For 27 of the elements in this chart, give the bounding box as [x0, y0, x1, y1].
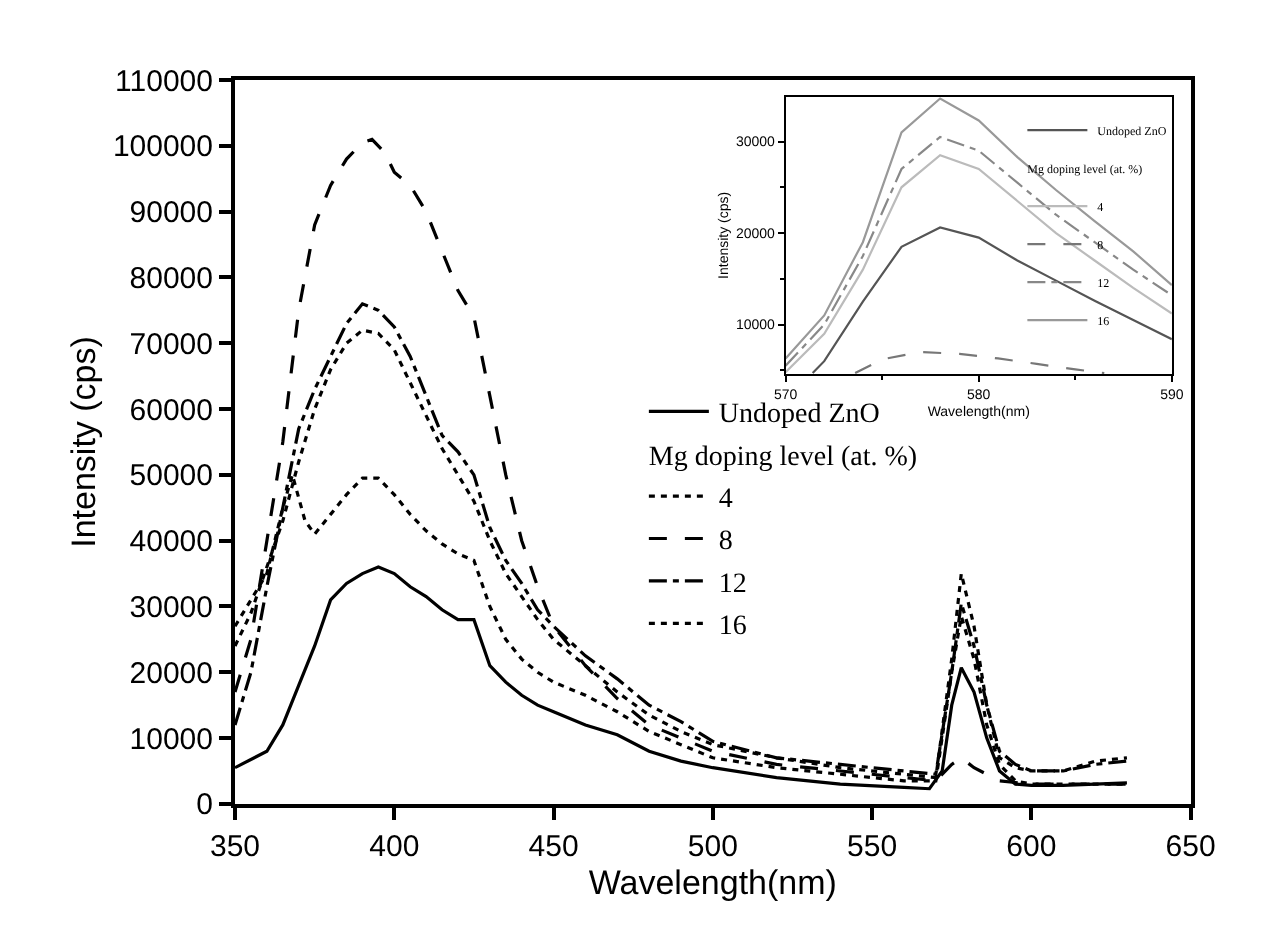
legend-label: 12 — [718, 569, 747, 600]
legend-label: Undoped ZnO — [718, 400, 880, 431]
y-tick-label: 70000 — [129, 327, 214, 362]
y-tick-label: 90000 — [129, 196, 214, 231]
y-tick-label: 100000 — [112, 130, 214, 165]
x-tick-label: 600 — [1006, 829, 1057, 864]
y-tick-label: 30000 — [129, 590, 214, 625]
x-tick-label: 350 — [209, 829, 261, 864]
y-tick-label: 110000 — [115, 64, 214, 99]
y-tick-label: 50000 — [129, 459, 214, 494]
x-tick-label: 650 — [1165, 829, 1216, 864]
legend-title: Mg doping level (at. %) — [648, 442, 918, 473]
y-tick-label: 80000 — [129, 261, 214, 296]
y-tick-label: 0 — [196, 788, 214, 823]
y-tick-label: 40000 — [129, 525, 214, 560]
legend-label: 16 — [718, 612, 747, 643]
y-axis-title: Intensity (cps) — [64, 336, 103, 548]
x-tick-label: 450 — [528, 829, 579, 864]
y-tick-label: 20000 — [129, 656, 214, 691]
x-tick-label: 500 — [687, 829, 738, 864]
legend-label: 4 — [718, 485, 733, 515]
x-tick-label: 400 — [369, 829, 420, 864]
x-tick-label: 550 — [847, 829, 898, 864]
y-tick-label: 60000 — [129, 393, 214, 428]
legend-label: 8 — [718, 527, 733, 558]
y-tick-label: 10000 — [129, 722, 214, 757]
x-axis-title: Wavelength(nm) — [588, 863, 837, 902]
